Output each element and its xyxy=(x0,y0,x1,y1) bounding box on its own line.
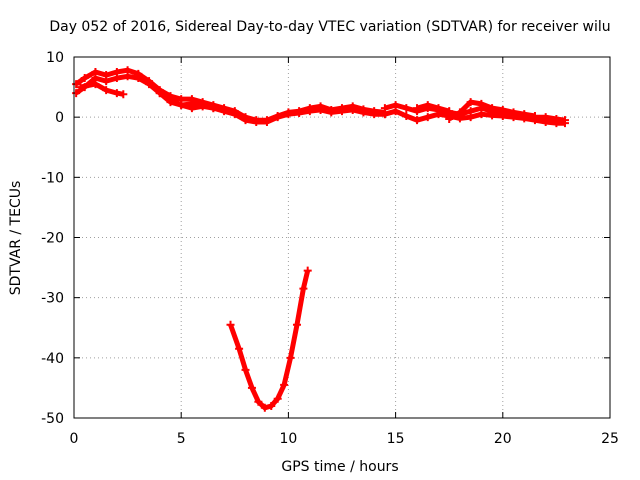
y-tick-label: 10 xyxy=(46,50,64,66)
data-point xyxy=(112,89,121,98)
data-point xyxy=(220,107,229,116)
data-point xyxy=(198,102,207,111)
data-point xyxy=(230,110,239,119)
data-point xyxy=(413,104,422,113)
data-point xyxy=(530,111,539,120)
data-point xyxy=(123,72,132,81)
data-point xyxy=(455,108,464,117)
data-point xyxy=(72,89,81,98)
data-point xyxy=(226,320,235,329)
tick-layer: 0 5 10 15 20 25 10 0 -10 -20 -30 -40 -50 xyxy=(41,50,619,447)
data-point xyxy=(303,266,312,275)
x-tick-label: 5 xyxy=(177,431,186,447)
data-point xyxy=(155,89,164,98)
data-point xyxy=(498,105,507,114)
data-point xyxy=(267,401,276,410)
data-point xyxy=(434,104,443,113)
data-point xyxy=(286,353,295,362)
data-point xyxy=(187,104,196,113)
data-point xyxy=(80,74,89,83)
chart-title: Day 052 of 2016, Sidereal Day-to-day VTE… xyxy=(49,19,610,35)
data-point xyxy=(145,80,154,89)
data-point xyxy=(177,101,186,110)
data-point xyxy=(477,99,486,108)
data-point xyxy=(235,344,244,353)
series-trace-9 xyxy=(226,266,312,412)
data-point xyxy=(445,114,454,123)
data-point xyxy=(260,403,269,412)
data-point xyxy=(445,107,454,116)
data-point xyxy=(466,98,475,107)
data-point xyxy=(102,77,111,86)
data-point xyxy=(72,80,81,89)
y-tick-label: 0 xyxy=(55,110,64,126)
data-point xyxy=(413,116,422,125)
data-point xyxy=(209,104,218,113)
data-point xyxy=(241,365,250,374)
series-line xyxy=(416,102,450,114)
data-point xyxy=(552,114,561,123)
data-point xyxy=(466,107,475,116)
data-point xyxy=(119,90,128,99)
x-tick-label: 20 xyxy=(494,431,512,447)
data-point xyxy=(76,83,85,92)
x-axis-label: GPS time / hours xyxy=(281,459,398,475)
data-point xyxy=(134,74,143,83)
x-tick-label: 0 xyxy=(70,431,79,447)
data-point xyxy=(273,394,282,403)
data-point xyxy=(541,113,550,122)
series-trace-7 xyxy=(445,98,539,123)
data-point xyxy=(91,80,100,89)
data-point xyxy=(284,110,293,119)
data-point xyxy=(391,101,400,110)
series-trace-3 xyxy=(76,80,128,99)
data-point xyxy=(327,108,336,117)
data-point xyxy=(295,108,304,117)
data-point xyxy=(102,86,111,95)
x-tick-label: 15 xyxy=(387,431,405,447)
data-point xyxy=(241,116,250,125)
data-point xyxy=(252,117,261,126)
data-point xyxy=(338,107,346,116)
data-point xyxy=(380,104,389,113)
data-point xyxy=(292,320,301,329)
data-point xyxy=(299,284,308,293)
data-point xyxy=(316,105,325,114)
data-point xyxy=(402,111,411,120)
data-point xyxy=(423,101,432,110)
y-tick-label: -20 xyxy=(41,231,64,247)
data-point xyxy=(262,117,271,126)
data-point xyxy=(112,74,121,83)
data-point xyxy=(509,108,518,117)
data-point xyxy=(254,397,263,406)
data-point xyxy=(488,104,497,113)
series-trace-8 xyxy=(413,101,454,116)
data-point xyxy=(402,104,411,113)
data-point xyxy=(560,116,569,125)
y-tick-label: -50 xyxy=(41,411,64,427)
data-point xyxy=(520,110,529,119)
data-point xyxy=(166,95,175,104)
data-point xyxy=(370,110,379,119)
series-trace-2 xyxy=(72,72,389,126)
series-line xyxy=(228,270,311,411)
data-point xyxy=(247,383,256,392)
series-line xyxy=(74,73,385,125)
data-layer xyxy=(72,66,569,412)
data-point xyxy=(359,108,368,117)
data-point xyxy=(273,113,282,122)
x-tick-label: 10 xyxy=(279,431,297,447)
y-tick-label: -40 xyxy=(41,351,64,367)
y-axis-label: SDTVAR / TECUs xyxy=(8,181,24,296)
data-point xyxy=(423,113,432,122)
data-point xyxy=(280,380,289,389)
data-point xyxy=(305,107,314,116)
series-trace-4 xyxy=(155,89,218,113)
x-tick-label: 25 xyxy=(601,431,619,447)
y-tick-label: -10 xyxy=(41,170,64,186)
y-tick-label: -30 xyxy=(41,291,64,307)
data-point xyxy=(348,105,357,114)
